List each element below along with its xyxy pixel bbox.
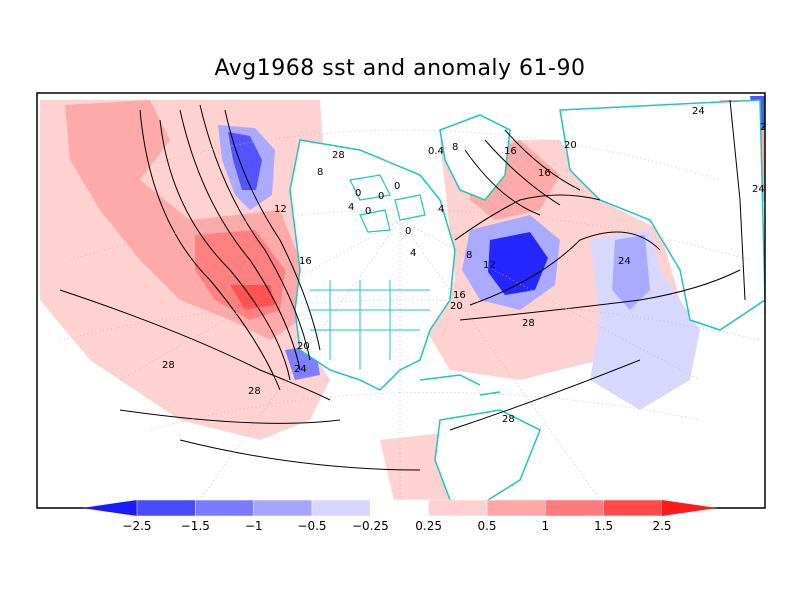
contour-label: 20: [297, 341, 310, 352]
contour-label: 28: [332, 150, 345, 161]
contour-label: 8: [317, 167, 323, 178]
contour-label: 0: [405, 226, 411, 237]
colorbar-label: 0.5: [477, 519, 496, 533]
colorbar-arrow-right: [662, 500, 717, 516]
contour-label: 24: [618, 256, 631, 267]
contour-line: [139, 109, 281, 391]
contour-line: [179, 439, 421, 471]
colorbar-label: −2.5: [122, 519, 151, 533]
colorbar-swatch: [486, 499, 546, 517]
arctic-islands: [349, 174, 426, 233]
contour-label: 28: [248, 386, 261, 397]
contour-line: [464, 149, 541, 216]
colorbar: −2.5 −1.5 −1 −0.5 −0.25 0.25 0.5 1 1.5 2.5: [82, 499, 717, 533]
contour-label: 20: [564, 140, 577, 151]
contour-label: 0.4: [428, 146, 444, 157]
contour-label: 20: [450, 301, 463, 312]
greenland: [439, 114, 511, 201]
colorbar-label: −0.5: [297, 519, 326, 533]
colorbar-label: 1.5: [594, 519, 613, 533]
us-state-borders: [310, 280, 430, 370]
contour-label: 16: [504, 146, 517, 157]
anomaly-shading: [40, 96, 765, 505]
colorbar-label: −1: [245, 519, 263, 533]
contour-label: 0: [394, 181, 400, 192]
contour-label: 28: [522, 318, 535, 329]
colorbar-swatch: [253, 499, 313, 517]
contour-label: 12: [483, 260, 496, 271]
contour-line: [729, 99, 746, 301]
colorbar-label: 0.25: [415, 519, 442, 533]
contour-label: 16: [538, 168, 551, 179]
contour-label: 24: [294, 364, 307, 375]
contour-label: 12: [274, 204, 287, 215]
colorbar-label: 2.5: [652, 519, 671, 533]
contour-line: [59, 289, 331, 401]
eurasia-africa: [559, 99, 765, 331]
colorbar-label: 1: [542, 519, 550, 533]
south-america: [434, 409, 541, 506]
positive-anomaly-core: [230, 285, 275, 310]
colorbar-label: −0.25: [352, 519, 389, 533]
colorbar-label: −1.5: [181, 519, 210, 533]
cuba-caribbean: [419, 374, 501, 396]
colorbar-swatch: [428, 499, 488, 517]
map-title: Avg1968 sst and anomaly 61-90: [214, 56, 586, 81]
contour-label: 24: [692, 106, 705, 117]
colorbar-swatch: [195, 499, 254, 517]
contour-line: [504, 129, 581, 191]
contour-label: 8: [452, 142, 458, 153]
colorbar-swatch: [603, 499, 663, 517]
contour-label: 28: [502, 414, 515, 425]
colorbar-arrow-left: [82, 500, 137, 516]
contour-label: 24: [760, 122, 773, 133]
map-area: 0 0 0 0 4 4 0 4 8 12 16 20 24 28 28 28 2…: [37, 93, 773, 508]
colorbar-swatch: [370, 499, 429, 517]
contour-label: 4: [438, 204, 444, 215]
contour-label: 28: [162, 360, 175, 371]
contour-label: 8: [466, 250, 472, 261]
contour-label: 0: [365, 206, 371, 217]
contour-label: 16: [299, 256, 312, 267]
contour-label: 0: [378, 191, 384, 202]
contour-label: 4: [410, 248, 416, 259]
contour-line: [224, 109, 321, 351]
contour-line: [199, 104, 311, 361]
contour-line: [159, 119, 291, 381]
contour-label: 4: [348, 202, 354, 213]
negative-anomaly-east-mid: [612, 235, 650, 310]
contour-label: 24: [752, 184, 765, 195]
colorbar-swatch: [311, 499, 371, 517]
coastlines: [289, 99, 765, 506]
contour-labels: 0 0 0 0 4 4 0 4 8 12 16 20 24 28 28 28 2…: [162, 106, 773, 425]
contour-label: 16: [453, 290, 466, 301]
contour-line: [484, 139, 561, 206]
sst-contours: [59, 99, 746, 471]
contour-line: [459, 269, 741, 321]
graticule: [59, 129, 761, 508]
contour-line: [119, 409, 341, 424]
colorbar-swatch: [136, 499, 196, 517]
negative-anomaly-atlantic-core: [488, 232, 548, 295]
contour-line: [454, 194, 601, 241]
colorbar-swatch: [545, 499, 604, 517]
contour-label: 0: [355, 188, 361, 199]
negative-anomaly-pacific-core: [228, 132, 262, 190]
contour-line: [179, 109, 301, 371]
contour-line: [469, 231, 661, 306]
